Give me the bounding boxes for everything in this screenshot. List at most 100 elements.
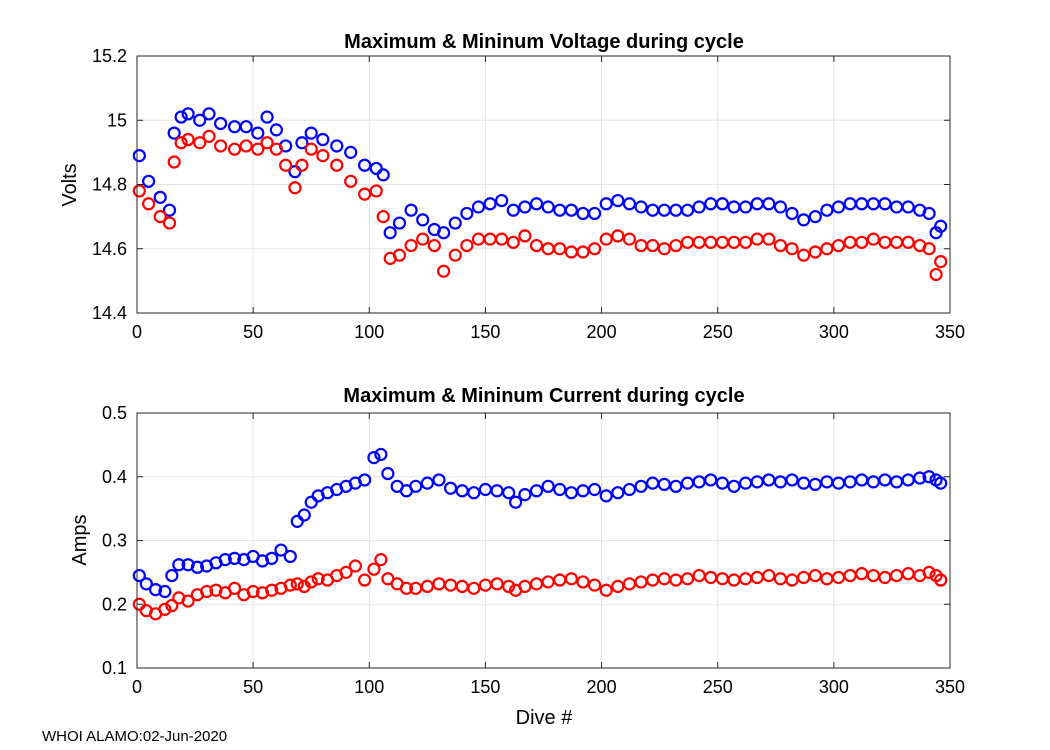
voltage-min-point xyxy=(214,139,228,153)
voltage-max-point xyxy=(680,203,695,217)
voltage-min-point xyxy=(669,238,683,253)
voltage-min-point xyxy=(738,235,753,249)
voltage-min-point xyxy=(564,245,578,259)
voltage-x-tick-label: 200 xyxy=(587,322,617,342)
voltage-max-point xyxy=(358,158,372,172)
voltage-min-point xyxy=(901,235,915,249)
current-min-point xyxy=(518,579,532,594)
voltage-min-point xyxy=(416,232,430,246)
current-max-point xyxy=(409,479,423,493)
current-min-point xyxy=(855,567,869,581)
current-min-point xyxy=(246,584,260,599)
current-max-point xyxy=(172,558,186,572)
voltage-max-point xyxy=(727,200,741,214)
current-max-point xyxy=(646,476,660,490)
current-min-point xyxy=(866,568,880,583)
current-max-point xyxy=(165,568,179,583)
current-max-point xyxy=(518,488,532,502)
voltage-x-tick-label: 100 xyxy=(354,322,384,342)
voltage-max-point xyxy=(214,116,228,131)
voltage-x-tick-label: 350 xyxy=(935,322,965,342)
voltage-max-point xyxy=(162,203,177,217)
voltage-max-point xyxy=(541,200,555,214)
voltage-series-max xyxy=(132,107,948,240)
current-max-point xyxy=(541,479,555,493)
current-min-point xyxy=(680,572,695,586)
current-max-point xyxy=(139,577,153,591)
voltage-min-point xyxy=(727,235,741,249)
current-max-point xyxy=(922,470,936,484)
voltage-min-point xyxy=(202,129,216,143)
current-max-point xyxy=(750,475,764,489)
voltage-min-point xyxy=(269,142,283,156)
current-max-point xyxy=(762,473,776,487)
voltage-max-point xyxy=(471,200,486,214)
voltage-min-point xyxy=(260,136,274,150)
voltage-min-point xyxy=(239,139,253,153)
voltage-max-point xyxy=(260,110,274,124)
voltage-min-point xyxy=(358,187,372,201)
voltage-max-point xyxy=(269,123,283,137)
voltage-min-point xyxy=(518,229,532,243)
voltage-max-point xyxy=(646,203,660,217)
voltage-min-point xyxy=(295,158,309,172)
voltage-max-point xyxy=(483,197,497,211)
current-min-point xyxy=(158,602,172,616)
voltage-min-point xyxy=(634,238,648,253)
current-min-point xyxy=(490,577,504,591)
voltage-min-point xyxy=(922,242,936,256)
voltage-x-tick-label: 300 xyxy=(819,322,849,342)
voltage-max-point xyxy=(174,110,188,124)
current-max-point xyxy=(808,477,822,491)
current-max-point xyxy=(715,476,729,490)
voltage-min-point xyxy=(288,181,302,195)
current-max-point xyxy=(304,495,318,509)
voltage-max-point xyxy=(251,126,265,140)
current-max-point xyxy=(158,584,172,599)
voltage-max-point xyxy=(344,145,358,159)
voltage-min-point xyxy=(797,248,811,262)
current-max-point xyxy=(704,473,718,487)
current-min-point xyxy=(304,575,318,589)
current-min-point xyxy=(704,570,718,585)
voltage-min-point xyxy=(622,232,637,246)
current-min-point xyxy=(797,570,811,585)
voltage-max-point xyxy=(404,203,418,217)
current-max-point xyxy=(901,473,915,487)
current-min-point xyxy=(227,581,242,595)
current-max-point xyxy=(855,473,869,487)
voltage-min-point xyxy=(162,216,177,230)
current-min-point xyxy=(502,579,516,594)
current-min-point xyxy=(657,572,671,586)
voltage-min-point xyxy=(808,245,822,259)
voltage-x-tick-label: 250 xyxy=(703,322,733,342)
voltage-y-axis-label: Volts xyxy=(59,163,81,206)
current-max-point xyxy=(490,484,504,498)
voltage-min-point xyxy=(646,238,660,253)
current-min-point xyxy=(339,565,353,579)
current-subplot: Maximum & Mininum Current during cycle A… xyxy=(69,385,965,729)
current-min-point xyxy=(181,594,195,608)
current-min-point xyxy=(889,568,904,583)
current-min-point xyxy=(311,572,325,586)
voltage-max-point xyxy=(704,197,718,211)
voltage-min-point xyxy=(934,255,948,269)
voltage-min-point xyxy=(529,238,544,253)
voltage-min-point xyxy=(279,158,293,172)
voltage-min-point xyxy=(820,242,834,256)
voltage-max-point xyxy=(392,216,407,230)
voltage-min-point xyxy=(588,242,602,256)
current-min-point xyxy=(634,575,648,589)
current-min-point xyxy=(878,570,892,585)
voltage-y-tick-label: 15 xyxy=(107,110,127,130)
current-min-point xyxy=(443,578,458,592)
voltage-y-tick-label: 14.4 xyxy=(92,303,127,323)
current-max-point xyxy=(502,486,516,500)
voltage-min-point xyxy=(167,155,181,169)
current-max-point xyxy=(797,476,811,490)
current-max-point xyxy=(599,489,613,503)
voltage-max-point xyxy=(330,139,344,153)
voltage-min-point xyxy=(304,142,318,156)
current-min-point xyxy=(785,573,799,587)
current-min-point xyxy=(715,572,729,586)
